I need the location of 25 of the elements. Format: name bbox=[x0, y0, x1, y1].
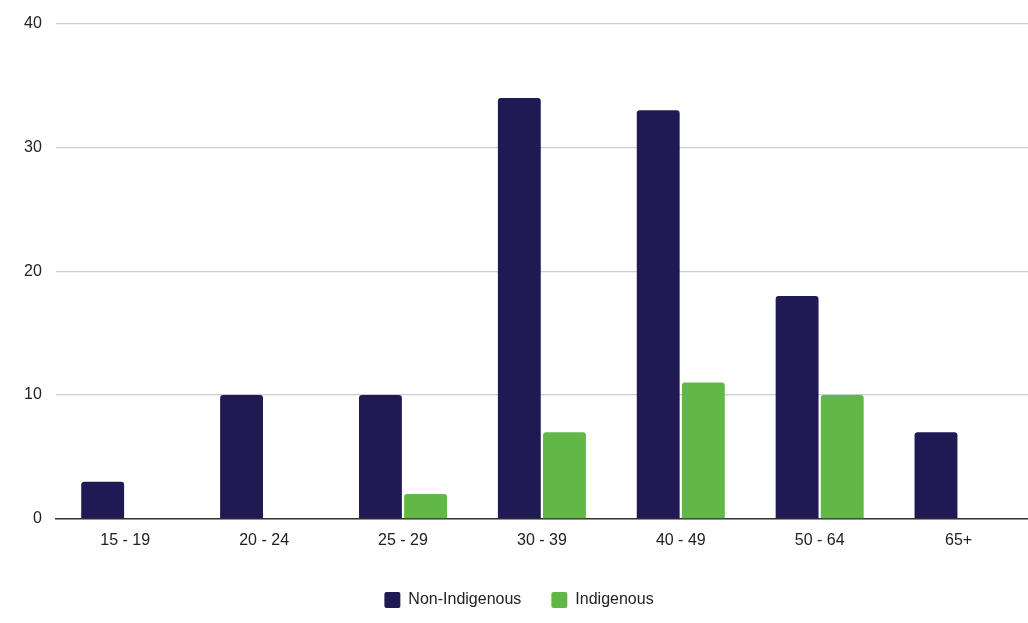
y-tick-label: 40 bbox=[24, 14, 42, 32]
bar bbox=[636, 110, 680, 519]
bar bbox=[359, 395, 402, 519]
y-tick-label: 10 bbox=[24, 385, 42, 403]
bar bbox=[775, 295, 819, 519]
bar bbox=[81, 481, 125, 519]
y-tick-label: 0 bbox=[32, 509, 42, 527]
legend-label: Indigenous bbox=[575, 590, 654, 608]
legend-label: Non-Indigenous bbox=[408, 590, 522, 608]
x-tick-label: 50 - 64 bbox=[794, 530, 845, 548]
bar bbox=[820, 395, 864, 519]
bar bbox=[543, 432, 586, 519]
y-tick-label: 20 bbox=[24, 261, 42, 279]
bar bbox=[404, 494, 448, 519]
x-tick-label: 20 - 24 bbox=[239, 530, 290, 548]
x-tick-label: 25 - 29 bbox=[378, 530, 429, 548]
x-tick-label: 30 - 39 bbox=[516, 530, 567, 548]
x-tick-label: 15 - 19 bbox=[100, 530, 151, 548]
y-tick-label: 30 bbox=[24, 137, 42, 155]
bar bbox=[220, 395, 263, 519]
x-tick-label: 65+ bbox=[944, 530, 973, 548]
x-tick-label: 40 - 49 bbox=[655, 530, 706, 548]
bar bbox=[497, 97, 541, 519]
bar bbox=[681, 382, 725, 519]
bar bbox=[914, 432, 958, 519]
